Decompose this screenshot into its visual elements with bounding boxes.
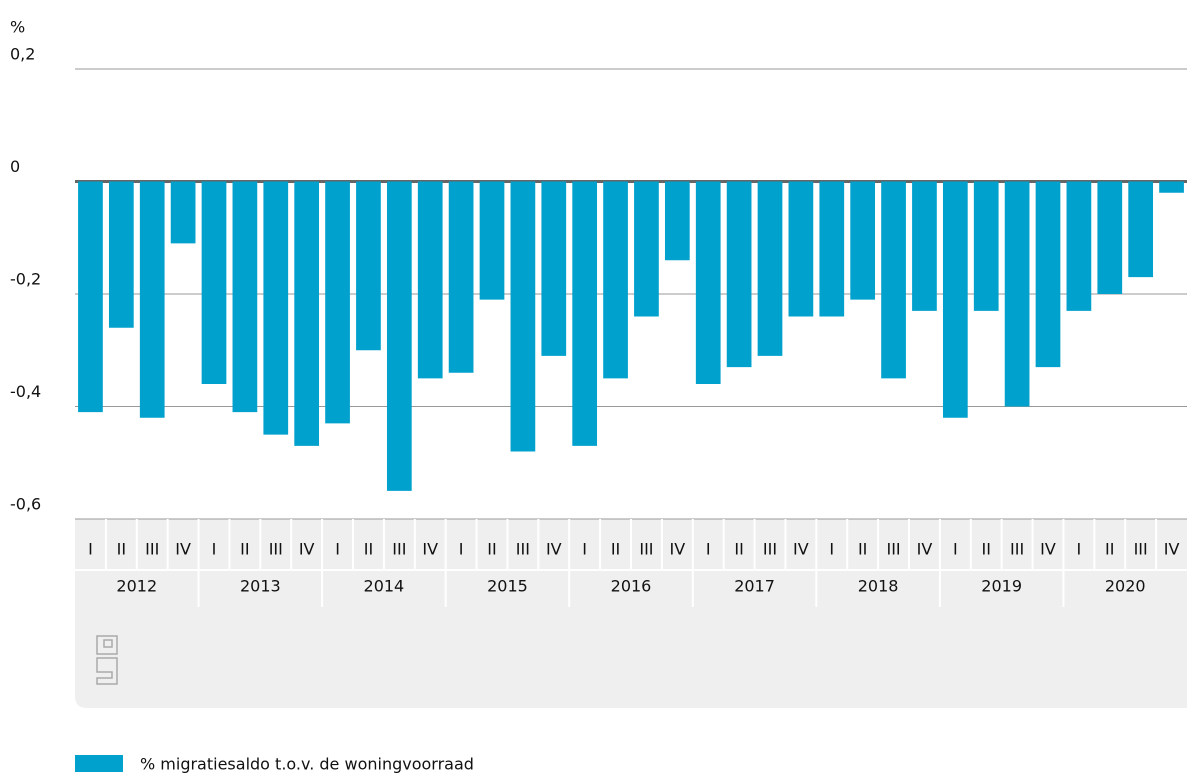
bar (634, 181, 659, 317)
bar (664, 181, 690, 261)
year-label: 2019 (981, 577, 1022, 596)
x-tick-label: III (1134, 540, 1148, 559)
bar (1097, 181, 1123, 294)
y-tick-label: -0,2 (10, 270, 41, 289)
x-tick-label: I (459, 540, 464, 559)
bar (417, 181, 443, 379)
x-tick-label: III (269, 540, 283, 559)
bar (479, 181, 505, 300)
bar (108, 181, 134, 328)
bar (541, 181, 567, 356)
x-tick-label: I (582, 540, 587, 559)
bar (170, 181, 196, 244)
bar (510, 181, 536, 452)
bar (912, 181, 937, 311)
bar (1035, 181, 1061, 368)
bar (695, 181, 721, 384)
bar (232, 181, 258, 413)
x-tick-label: I (1077, 540, 1082, 559)
x-tick-label: IV (917, 540, 933, 559)
year-label: 2017 (734, 577, 775, 596)
bar (356, 181, 381, 351)
bar (201, 181, 227, 384)
x-tick-label: IV (1040, 540, 1056, 559)
x-tick-label: III (1010, 540, 1024, 559)
x-tick-label: IV (1164, 540, 1180, 559)
x-tick-label: I (335, 540, 340, 559)
x-tick-label: II (364, 540, 373, 559)
year-label: 2015 (487, 577, 528, 596)
bar (788, 181, 814, 317)
bar (973, 181, 999, 311)
x-tick-label: III (886, 540, 900, 559)
x-tick-label: III (763, 540, 777, 559)
bar (78, 181, 103, 413)
x-tick-label: I (953, 540, 958, 559)
bar (572, 181, 598, 446)
x-tick-label: III (392, 540, 406, 559)
bar (881, 181, 906, 379)
bar (819, 181, 845, 317)
bar (448, 181, 474, 373)
bar (386, 181, 412, 491)
y-tick-label: 0 (10, 157, 20, 176)
x-tick-label: IV (175, 540, 191, 559)
year-label: 2014 (364, 577, 405, 596)
year-label: 2018 (858, 577, 899, 596)
y-tick-label: -0,6 (10, 495, 41, 514)
year-label: 2020 (1105, 577, 1146, 596)
bar (1128, 181, 1154, 278)
x-tick-label: IV (422, 540, 438, 559)
x-tick-label: II (982, 540, 991, 559)
y-tick-label: 0,2 (10, 45, 35, 64)
bar (1004, 181, 1030, 407)
y-tick-label: -0,4 (10, 382, 41, 401)
x-tick-label: I (706, 540, 711, 559)
year-label: 2013 (240, 577, 281, 596)
bar (850, 181, 876, 300)
x-tick-label: I (829, 540, 834, 559)
bar (757, 181, 783, 356)
x-tick-label: II (611, 540, 620, 559)
x-tick-label: III (145, 540, 159, 559)
x-tick-label: I (212, 540, 217, 559)
x-tick-label: IV (793, 540, 809, 559)
bar (325, 181, 350, 424)
x-tick-label: II (487, 540, 496, 559)
bar (1066, 181, 1092, 311)
bar (726, 181, 752, 368)
bar (942, 181, 968, 418)
x-tick-label: II (858, 540, 867, 559)
y-unit: % (10, 18, 25, 37)
x-tick-label: III (639, 540, 653, 559)
bar (294, 181, 320, 446)
legend-label: % migratiesaldo t.o.v. de woningvoorraad (140, 755, 474, 774)
x-tick-label: II (117, 540, 126, 559)
x-tick-label: II (1105, 540, 1114, 559)
legend-swatch (75, 755, 123, 772)
bar (263, 181, 289, 435)
x-tick-label: I (88, 540, 93, 559)
x-tick-label: IV (669, 540, 685, 559)
x-tick-label: II (240, 540, 249, 559)
x-tick-label: II (734, 540, 743, 559)
x-tick-label: IV (546, 540, 562, 559)
year-label: 2016 (611, 577, 652, 596)
bar (603, 181, 628, 379)
year-label: 2012 (116, 577, 157, 596)
bar (139, 181, 165, 418)
x-tick-label: III (516, 540, 530, 559)
x-tick-label: IV (299, 540, 315, 559)
bar (1159, 181, 1184, 193)
cbs-logo (96, 635, 118, 685)
